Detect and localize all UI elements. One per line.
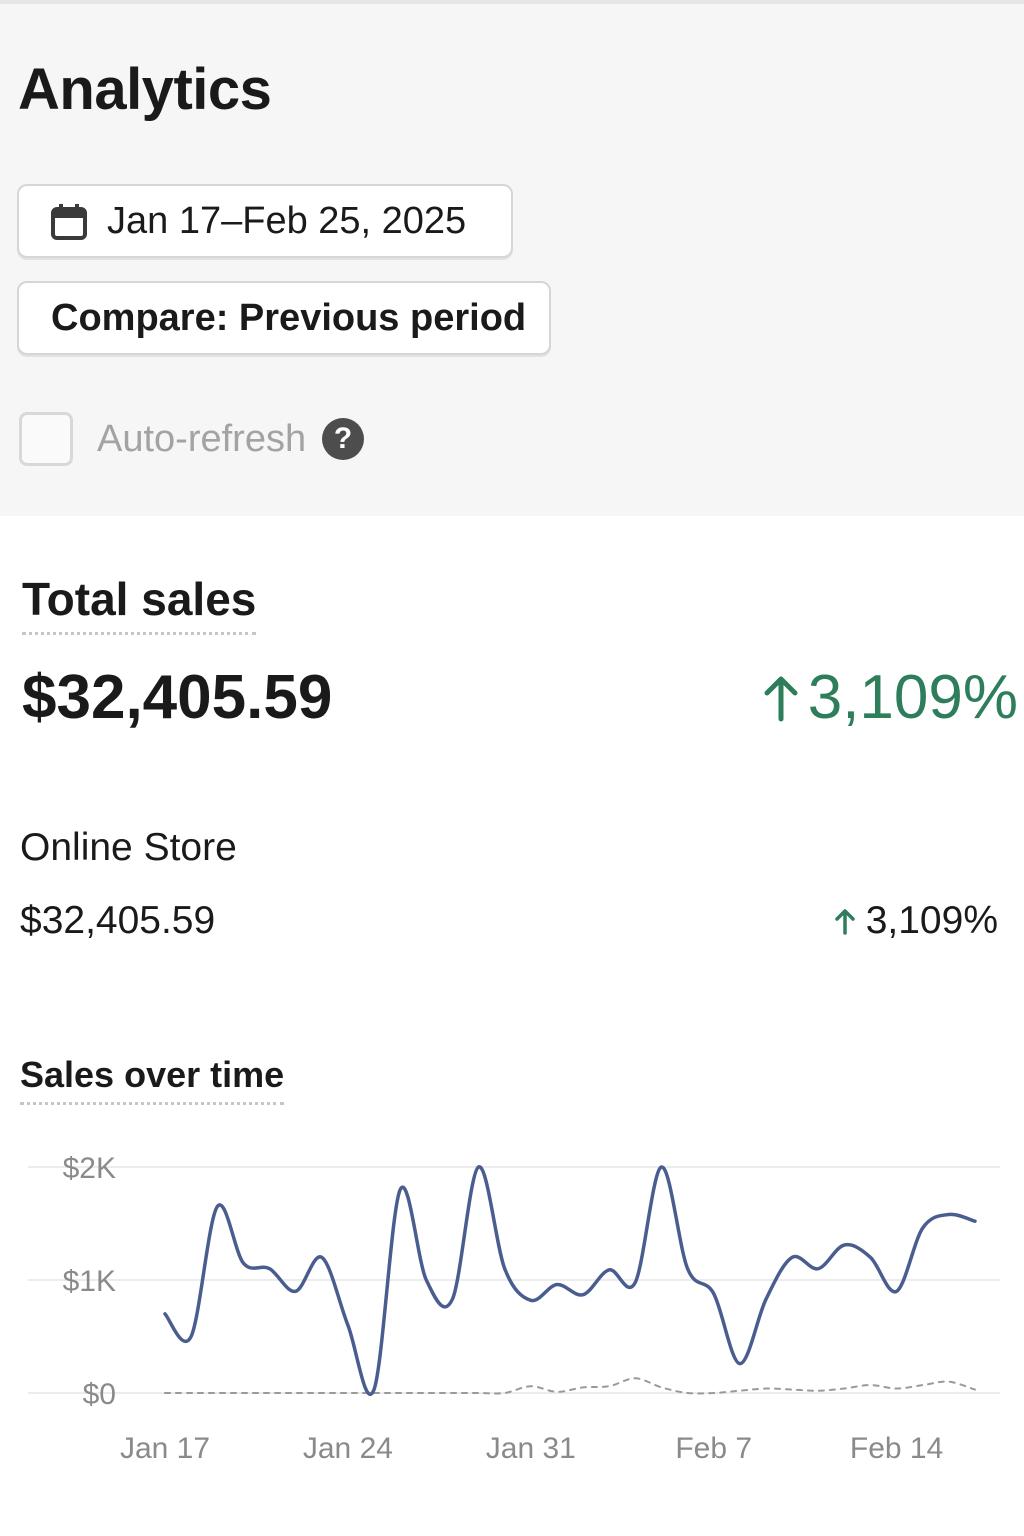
filter-panel: Analytics Jan 17–Feb 25, 2025 Compare: P… — [0, 0, 1024, 516]
auto-refresh-label: Auto-refresh — [97, 417, 307, 460]
y-tick-label: $1K — [63, 1265, 116, 1298]
y-tick-label: $2K — [63, 1152, 116, 1185]
auto-refresh-row: Auto-refresh ? — [19, 412, 365, 466]
calendar-icon — [51, 204, 87, 240]
x-tick-label: Jan 24 — [303, 1432, 393, 1465]
arrow-up-icon — [764, 676, 798, 721]
channel-name: Online Store — [20, 826, 237, 869]
channel-value: $32,405.59 — [20, 899, 216, 942]
compare-label: Compare: Previous period — [51, 296, 527, 339]
arrow-up-icon — [834, 909, 855, 935]
page-title: Analytics — [18, 57, 272, 122]
auto-refresh-checkbox[interactable] — [19, 412, 73, 466]
channel-change: 3,109% — [832, 899, 998, 943]
x-tick-label: Jan 31 — [486, 1432, 576, 1465]
compare-button[interactable]: Compare: Previous period — [17, 281, 551, 355]
total-sales-change: 3,109% — [762, 662, 1018, 733]
date-range-button[interactable]: Jan 17–Feb 25, 2025 — [17, 184, 513, 258]
total-sales-change-value: 3,109% — [807, 663, 1018, 732]
total-sales-value: $32,405.59 — [22, 663, 333, 732]
total-sales-title[interactable]: Total sales — [22, 572, 257, 635]
x-tick-label: Feb 7 — [675, 1432, 752, 1465]
sales-series-line — [163, 1165, 977, 1396]
help-icon[interactable]: ? — [322, 418, 365, 460]
date-range-label: Jan 17–Feb 25, 2025 — [107, 199, 467, 242]
x-tick-label: Feb 14 — [850, 1432, 943, 1465]
x-tick-label: Jan 17 — [120, 1432, 210, 1465]
chart-title[interactable]: Sales over time — [20, 1054, 285, 1105]
channel-change-value: 3,109% — [865, 899, 998, 942]
comparison-series-line — [164, 1377, 976, 1395]
y-tick-label: $0 — [83, 1378, 116, 1411]
